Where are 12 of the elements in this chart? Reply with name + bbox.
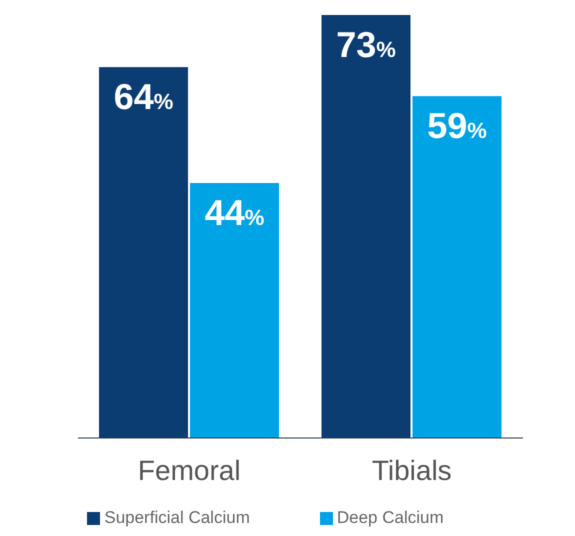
legend-label: Deep Calcium [336,508,444,527]
x-tick-label: Tibials [372,454,452,486]
legend-label: Superficial Calcium [104,508,250,527]
data-label: 73% [336,24,396,65]
data-label: 44% [204,192,264,234]
bar [412,96,502,438]
bar [99,67,188,438]
x-tick-label: Femoral [138,454,241,486]
data-label: 64% [114,76,174,118]
bar [322,15,410,438]
data-label: 59% [427,105,487,146]
bar [190,183,279,438]
